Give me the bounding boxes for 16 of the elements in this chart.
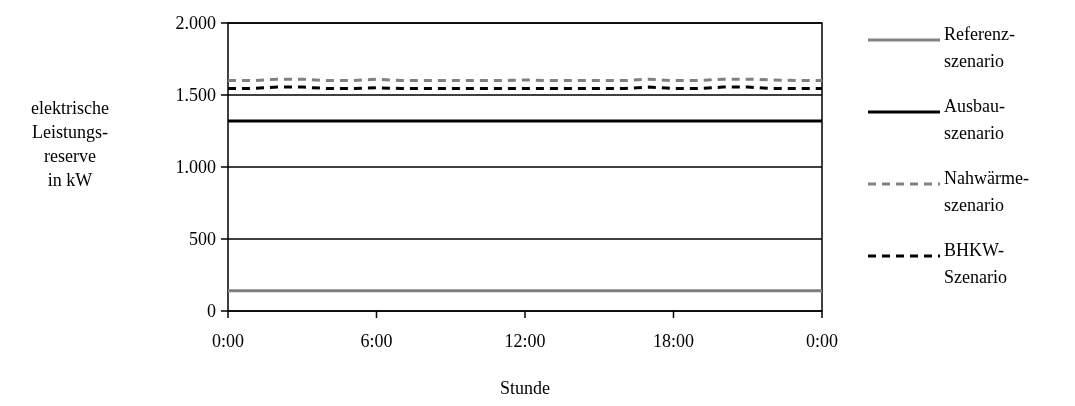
y-axis-title: elektrische Leistungs- reserve in kW: [31, 98, 109, 190]
x-tick-label: 0:00: [805, 331, 839, 351]
x-tick-label: 12:00: [504, 331, 546, 351]
legend-label: BHKW- Szenario: [944, 240, 1007, 287]
legend-label: Referenz- szenario: [944, 24, 1015, 71]
x-tick-label: 18:00: [652, 331, 695, 351]
legend-label: Nahwärme- szenario: [944, 168, 1029, 215]
legend-label: Ausbau- szenario: [944, 96, 1005, 143]
y-tick-label: 2.000: [175, 13, 216, 34]
y-tick-label: 1.000: [175, 157, 216, 178]
y-tick-label: 1.500: [175, 85, 216, 106]
y-tick-label: 0: [207, 301, 216, 322]
x-tick-label: 0:00: [211, 331, 245, 351]
x-tick-label: 6:00: [360, 331, 393, 351]
y-tick-label: 500: [189, 229, 216, 250]
x-axis-title: Stunde: [499, 378, 551, 398]
